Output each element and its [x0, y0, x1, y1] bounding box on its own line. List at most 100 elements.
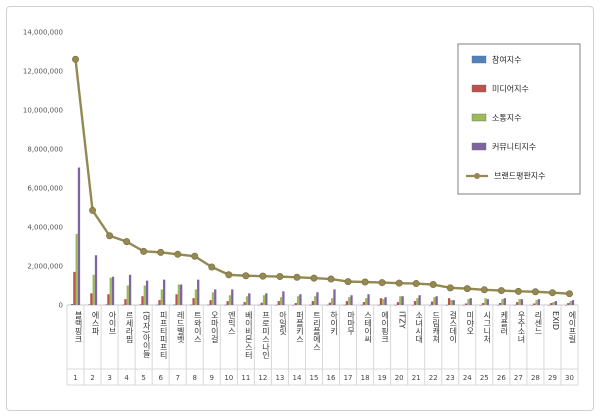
brand-index-point-12 [260, 273, 266, 279]
bar-1-13 [275, 305, 277, 306]
brand-index-point-11 [243, 273, 249, 279]
brand-index-point-5 [140, 248, 146, 254]
bar-3-24 [467, 299, 469, 305]
bar-2-14 [295, 303, 297, 305]
bar-3-22 [433, 297, 435, 305]
bar-3-6 [161, 289, 163, 305]
bar-1-18 [360, 305, 362, 306]
brand-index-point-26 [498, 287, 504, 293]
bar-4-21 [418, 295, 420, 305]
bar-1-29 [548, 305, 550, 306]
bar-1-2 [88, 304, 90, 305]
bar-4-25 [487, 299, 489, 305]
y-tick-label: 6,000,000 [27, 185, 63, 193]
bar-3-10 [229, 295, 231, 305]
y-tick-label: 4,000,000 [27, 224, 63, 232]
bar-1-10 [224, 305, 226, 306]
bar-3-2 [93, 275, 95, 305]
category-label: 트리플에스 [312, 311, 321, 351]
bar-3-26 [501, 299, 503, 305]
brand-index-point-8 [192, 253, 198, 259]
rank-label: 7 [175, 374, 179, 382]
bar-2-7 [175, 294, 177, 305]
bar-2-24 [465, 303, 467, 305]
legend-label-5: 브랜드평판지수 [494, 171, 546, 181]
category-label: 에스파 [91, 311, 100, 336]
bar-4-27 [521, 299, 523, 305]
category-label: 리센느 [534, 311, 543, 335]
rank-label: 17 [344, 374, 353, 382]
bar-3-9 [212, 292, 214, 305]
category-label: 스테이씨 [364, 311, 373, 343]
category-label: 걸스데이 [449, 311, 458, 344]
rank-label: 21 [412, 374, 421, 382]
bar-1-11 [241, 305, 243, 306]
category-label: 오마이걸 [210, 311, 219, 343]
brand-index-point-1 [72, 56, 78, 62]
bar-1-21 [412, 305, 414, 306]
bar-4-3 [112, 277, 114, 305]
bar-4-19 [384, 297, 386, 305]
rank-label: 16 [327, 374, 336, 382]
bar-2-6 [158, 300, 160, 305]
bar-2-26 [499, 303, 501, 305]
bar-1-20 [395, 305, 397, 306]
brand-index-point-19 [379, 279, 385, 285]
bar-1-17 [343, 305, 345, 306]
legend-label-4: 커뮤니티지수 [492, 142, 536, 152]
bar-1-28 [531, 305, 533, 306]
bar-3-19 [382, 299, 384, 305]
bar-4-17 [350, 295, 352, 305]
brand-index-point-9 [209, 264, 215, 270]
brand-index-point-6 [157, 249, 163, 255]
bar-4-16 [333, 289, 335, 305]
category-label: EXID [551, 311, 560, 330]
bar-2-1 [73, 272, 75, 305]
bar-2-30 [567, 303, 569, 305]
bar-4-4 [129, 275, 131, 305]
bar-3-18 [365, 298, 367, 305]
rank-label: 13 [275, 374, 284, 382]
bar-4-20 [401, 296, 403, 305]
bar-3-13 [280, 297, 282, 305]
bar-2-10 [227, 301, 229, 305]
bar-4-24 [470, 298, 472, 305]
bar-1-25 [480, 305, 482, 306]
bar-4-9 [214, 289, 216, 305]
bar-4-5 [146, 281, 148, 305]
bar-4-11 [248, 293, 250, 305]
brand-index-point-28 [532, 289, 538, 295]
brand-index-point-29 [549, 290, 555, 296]
bar-2-25 [482, 303, 484, 305]
bar-1-4 [122, 305, 124, 306]
bar-2-18 [363, 302, 365, 305]
bar-3-27 [518, 299, 520, 305]
bar-3-17 [348, 297, 350, 305]
brand-index-point-18 [362, 279, 368, 285]
brand-index-point-7 [175, 251, 181, 257]
rank-label: 9 [210, 374, 214, 382]
bar-3-16 [331, 298, 333, 305]
bar-2-2 [90, 293, 92, 305]
rank-label: 22 [429, 374, 438, 382]
bar-4-7 [180, 285, 182, 305]
bar-2-23 [448, 298, 450, 305]
bar-3-20 [399, 296, 401, 305]
category-label: 베이비몬스터 [244, 311, 253, 360]
bar-4-29 [555, 301, 557, 305]
bar-2-4 [124, 299, 126, 305]
bar-3-11 [246, 296, 248, 305]
bar-4-18 [367, 294, 369, 305]
brand-index-point-22 [430, 281, 436, 287]
category-label: 시그니처 [483, 311, 492, 344]
brand-index-point-25 [481, 287, 487, 293]
brand-index-point-23 [447, 285, 453, 291]
bar-2-22 [431, 301, 433, 305]
y-tick-label: 12,000,000 [23, 68, 63, 76]
bar-1-5 [139, 305, 141, 306]
legend-swatch-3 [472, 114, 486, 121]
bar-2-21 [414, 301, 416, 305]
y-tick-label: 0 [59, 302, 63, 310]
bar-2-3 [107, 294, 109, 305]
